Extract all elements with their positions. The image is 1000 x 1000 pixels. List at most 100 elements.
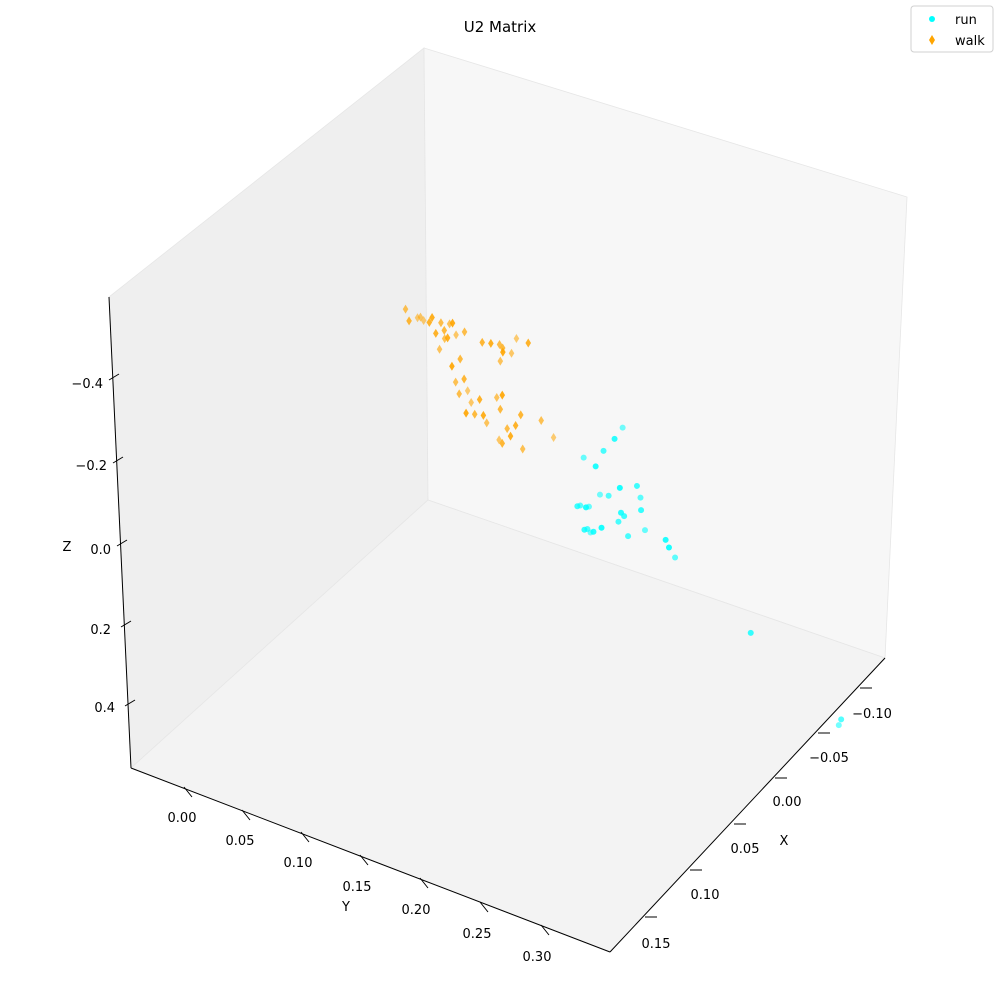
y-tick-mark (359, 854, 369, 866)
run-point (665, 544, 672, 551)
y-tick-labels: 0.00 0.05 0.10 0.15 0.20 0.25 0.30 (168, 811, 552, 965)
z-tick-mark (116, 539, 128, 547)
y-tick-mark (183, 786, 193, 798)
walk-point (512, 421, 519, 431)
run-point (747, 629, 754, 636)
run-point (596, 491, 603, 498)
walk-point (441, 334, 448, 344)
run-point (638, 507, 645, 514)
walk-point (426, 317, 433, 327)
walk-point (500, 347, 506, 357)
walk-point (497, 404, 504, 414)
walk-point (444, 333, 451, 343)
z-tick-mark (120, 620, 132, 628)
run-point (605, 492, 612, 499)
run-point (577, 502, 584, 509)
y-tick-label: 0.30 (523, 950, 552, 965)
y-axis-label: Y (341, 900, 350, 915)
walk-point (420, 316, 427, 326)
y-tick-mark (241, 809, 251, 821)
walk-point (499, 390, 506, 400)
walk-point (480, 410, 487, 420)
walk-point (441, 325, 448, 335)
walk-point (488, 338, 494, 348)
walk-point (406, 316, 412, 326)
walk-point (461, 327, 468, 337)
z-axis-line (108, 296, 132, 769)
x-axis-line (609, 657, 886, 953)
legend-label-run: run (955, 13, 977, 28)
z-tick-mark (108, 373, 120, 381)
z-tick-label: −0.2 (75, 459, 107, 474)
walk-point (461, 374, 467, 384)
run-point (592, 463, 599, 470)
z-tick-label: 0.4 (94, 701, 115, 716)
z-tick-label: −0.4 (71, 377, 103, 392)
run-point (619, 424, 626, 431)
walk-point (436, 344, 443, 354)
walk-point (433, 328, 439, 338)
z-tick-label: 0.0 (90, 543, 111, 558)
walk-point (457, 354, 463, 364)
walk-point (468, 398, 474, 408)
walk-point (504, 424, 510, 434)
run-point (633, 482, 640, 489)
walk-point (463, 408, 469, 418)
y-tick-label: 0.10 (284, 856, 313, 871)
legend-marker-walk (929, 35, 935, 45)
walk-point (538, 416, 544, 426)
run-point (835, 722, 842, 729)
z-axis-label: Z (63, 540, 72, 555)
walk-point (517, 410, 524, 420)
walk-point (497, 356, 504, 366)
x-tick-label: 0.05 (731, 842, 760, 857)
chart-title: U2 Matrix (464, 18, 537, 36)
walk-point (493, 393, 500, 403)
run-point (611, 435, 618, 442)
y-tick-label: 0.00 (168, 811, 197, 826)
x-tick-label: 0.10 (691, 888, 720, 903)
walk-point (438, 318, 444, 328)
walk-point (402, 304, 409, 314)
walk-point (429, 313, 435, 323)
walk-point (508, 348, 515, 358)
walk-point (550, 433, 557, 443)
x-tick-label: −0.05 (809, 751, 849, 766)
walk-point (449, 361, 455, 371)
y-tick-label: 0.25 (463, 927, 492, 942)
x-tick-labels: −0.10 −0.05 0.00 0.05 0.10 0.15 (642, 707, 892, 952)
walk-point (476, 394, 483, 404)
walk-point (453, 330, 459, 340)
x-axis-label: X (780, 834, 789, 849)
walk-point (479, 337, 486, 347)
axis-ticks (108, 373, 872, 936)
run-point (637, 494, 644, 501)
run-point (615, 518, 622, 525)
data-points (402, 304, 845, 729)
x-tick-label: 0.15 (642, 937, 671, 952)
run-point (621, 513, 628, 520)
legend: run walk (910, 5, 994, 53)
walk-point (456, 389, 462, 399)
walk-point (513, 333, 520, 343)
run-point (616, 484, 623, 491)
walk-point (483, 418, 490, 428)
y-tick-label: 0.05 (226, 834, 255, 849)
walk-point (507, 431, 514, 441)
y-tick-mark (479, 901, 489, 913)
run-point (625, 533, 632, 540)
x-tick-label: 0.00 (773, 795, 802, 810)
x-tick-label: −0.10 (852, 707, 892, 722)
run-point (590, 528, 597, 535)
walk-point (525, 338, 532, 348)
z-tick-label: 0.2 (90, 623, 111, 638)
legend-label-walk: walk (955, 34, 985, 49)
walk-point (471, 409, 478, 419)
run-point (582, 504, 589, 511)
z-tick-mark (112, 456, 124, 464)
walk-point (519, 444, 526, 454)
walk-point (499, 438, 506, 448)
run-point (662, 536, 669, 543)
run-point (641, 527, 648, 534)
